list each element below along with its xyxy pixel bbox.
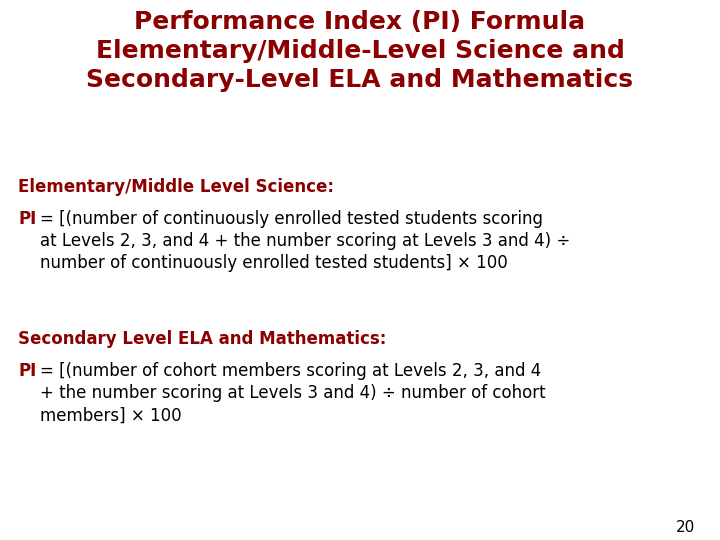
Text: Secondary Level ELA and Mathematics:: Secondary Level ELA and Mathematics: xyxy=(18,330,387,348)
Text: PI: PI xyxy=(18,362,36,380)
Text: Performance Index (PI) Formula
Elementary/Middle-Level Science and
Secondary-Lev: Performance Index (PI) Formula Elementar… xyxy=(86,10,634,91)
Text: 20: 20 xyxy=(676,520,695,535)
Text: = [(number of continuously enrolled tested students scoring
at Levels 2, 3, and : = [(number of continuously enrolled test… xyxy=(40,210,570,272)
Text: = [(number of cohort members scoring at Levels 2, 3, and 4
+ the number scoring : = [(number of cohort members scoring at … xyxy=(40,362,546,424)
Text: PI: PI xyxy=(18,210,36,228)
Text: Elementary/Middle Level Science:: Elementary/Middle Level Science: xyxy=(18,178,334,196)
